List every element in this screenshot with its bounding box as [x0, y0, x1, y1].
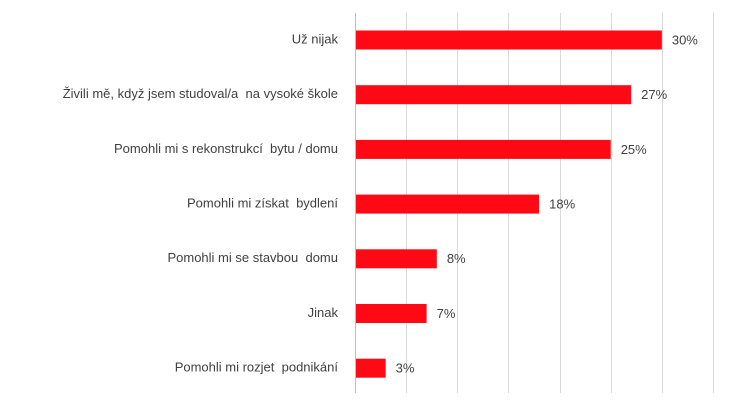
bar — [356, 249, 437, 269]
bar — [356, 194, 540, 214]
category-label: Už nijak — [292, 31, 339, 46]
category-label: Pomohli mi s rekonstrukcí bytu / domu — [114, 141, 338, 156]
bar — [356, 304, 427, 323]
value-label: 27% — [641, 87, 667, 102]
category-label: Živili mě, když jsem studoval/a na vysok… — [63, 86, 338, 101]
value-label: 7% — [437, 306, 456, 321]
value-label: 25% — [621, 142, 647, 157]
value-label: 8% — [447, 251, 466, 266]
bar — [356, 139, 611, 159]
bar — [356, 358, 386, 378]
category-label: Pomohli mi rozjet podnikání — [175, 360, 339, 375]
value-label: 18% — [549, 197, 575, 212]
bars — [356, 30, 662, 378]
value-label: 3% — [396, 361, 415, 376]
value-label: 30% — [672, 32, 698, 47]
category-label: Pomohli mi získat bydlení — [187, 196, 338, 211]
category-label: Jinak — [308, 305, 339, 320]
bar — [356, 30, 662, 50]
category-labels: Už nijak Živili mě, když jsem studoval/a … — [63, 31, 339, 374]
bar — [356, 85, 632, 105]
category-label: Pomohli mi se stavbou domu — [167, 250, 338, 265]
value-labels: 30% 27% 25% 18% 8% 7% 3% — [396, 32, 699, 375]
